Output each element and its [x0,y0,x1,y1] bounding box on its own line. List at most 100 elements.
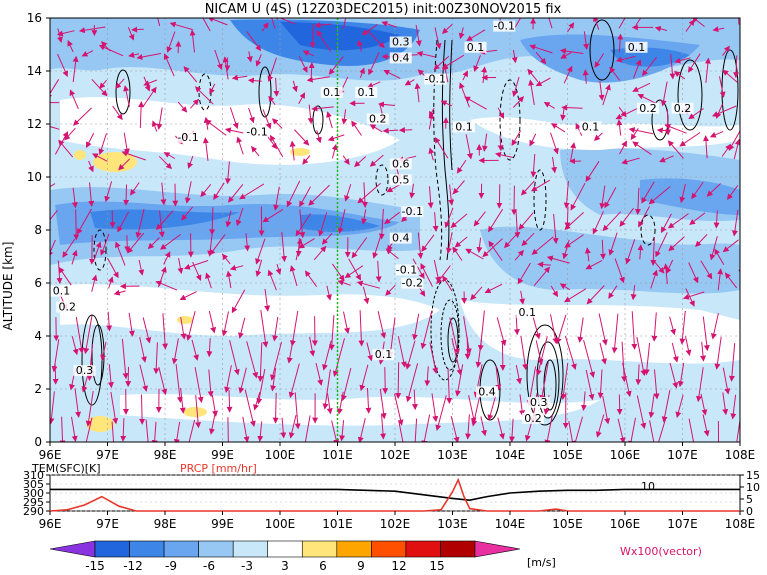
wind-vector [582,69,589,84]
wind-vector [521,232,535,247]
wind-vector [616,119,623,136]
wind-vector [206,338,213,358]
wind-vector [550,285,559,298]
wind-vector [288,414,297,439]
wind-vector [709,236,718,261]
wind-vector [177,258,184,275]
wind-vector [205,272,212,289]
x-tick-label: 102E [380,448,411,462]
wind-vector [727,185,739,201]
wind-vector [308,62,315,78]
y-tick-label: 0 [34,435,42,449]
wind-vector [429,342,439,374]
wind-vector [298,56,308,73]
y-axis: 0 2 4 6 8 10 12 14 16 [27,11,50,449]
wind-vector [586,285,605,305]
wind-vector [246,341,259,379]
wind-vector [463,316,472,355]
wind-vector [268,95,276,106]
wind-vector [50,126,60,130]
wind-vector [189,29,196,53]
wind-vector [621,157,640,165]
wind-vector [444,207,454,229]
wind-vector [91,274,98,292]
contour-label: 0.1 [519,306,537,319]
wind-vector [450,415,460,442]
wind-vector [337,209,346,234]
wind-vector [599,239,606,260]
wind-vector [702,414,710,437]
wind-vector [107,257,119,279]
wind-vector [380,414,387,440]
wind-vector [497,135,504,152]
wind-vector [378,101,395,108]
wind-vector [738,269,740,276]
wind-vector [158,155,173,170]
wind-vector [130,182,140,196]
wind-vector [372,234,382,259]
wind-vector [652,259,665,274]
wind-vector [597,369,604,399]
wind-vector [741,363,744,397]
wind-vector [636,395,647,430]
wind-vector [139,337,147,363]
wind-vector [238,317,246,339]
wind-vector [211,394,218,417]
wind-vector [695,234,708,248]
colorbar-tick-label: 15 [429,559,444,573]
wind-vector [660,81,668,107]
wind-vector [267,269,277,291]
wind-vector [195,394,202,429]
x-tick-label: 107E [667,448,698,462]
wind-vector [123,184,130,206]
wind-vector [473,211,486,227]
wind-vector [368,51,380,76]
wind-vector [671,342,679,363]
wind-vector [622,362,632,398]
wind-vector [138,101,145,129]
wind-vector [361,209,367,225]
wind-vector [504,231,519,249]
wind-vector [244,233,251,252]
wind-vector [213,182,225,201]
x-tick-label: 108E [725,448,756,462]
wind-vector [214,49,223,71]
wind-vector [322,340,332,371]
wind-vector [92,153,108,162]
wind-vector [619,207,634,227]
wind-vector [153,342,160,375]
wind-vector [264,288,271,312]
wind-vector [643,342,651,376]
wind-vector [179,387,186,414]
wind-vector [487,393,497,421]
wind-vector [585,161,600,183]
contour-label-bg [625,41,648,53]
contour-label-bg [389,232,412,244]
wind-vector [563,65,573,84]
wind-vector [559,48,584,55]
wind-vector [111,421,115,442]
contour-label-bg [516,306,539,318]
wind-vector [528,79,535,105]
wind-vector [357,39,363,52]
wind-vector [173,421,181,442]
wind-vector [163,152,176,159]
wind-vector [344,265,364,279]
wind-vector [441,23,453,34]
contour-label-bg [50,285,73,297]
wind-vector [724,272,738,289]
wind-vector [271,118,283,129]
surface-x-tick-label: 108E [725,517,756,531]
wind-vector [428,147,435,161]
wind-vector [183,66,198,83]
wind-vector [595,414,605,438]
wind-vector [511,130,522,146]
wind-vector [71,249,78,265]
contour-label-bg [389,158,412,170]
wind-vector [464,336,471,360]
wind-vector [64,127,76,141]
wind-vector [299,186,311,208]
wind-vector [632,82,651,92]
wind-vector [115,78,125,89]
wind-vector [286,180,301,208]
